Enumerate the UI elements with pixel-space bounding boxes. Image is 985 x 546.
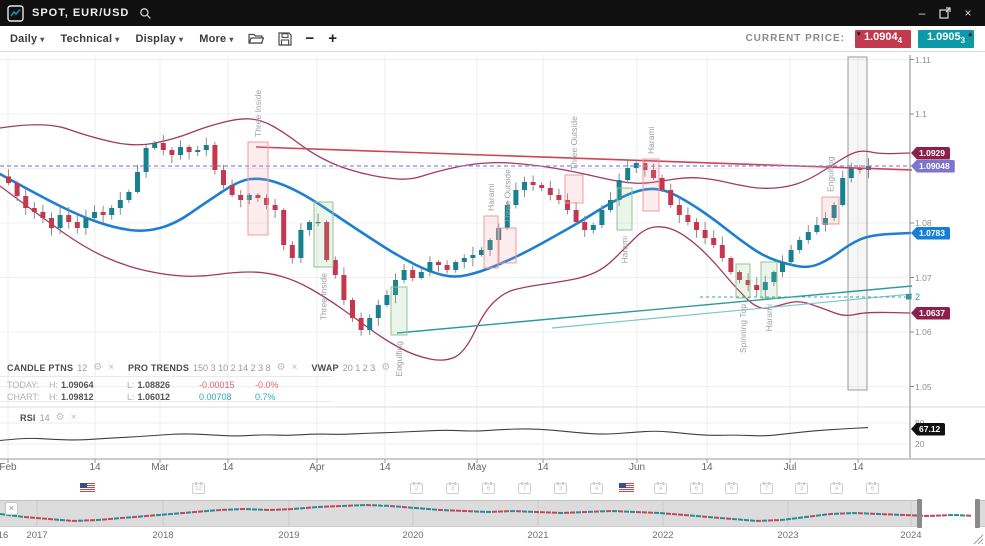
arrow-up-icon: ▴ <box>968 30 972 38</box>
zoom-in-button[interactable]: + <box>328 30 338 47</box>
navigator-close-button[interactable]: × <box>5 502 18 515</box>
arrow-down-icon: ▾ <box>857 30 861 38</box>
chevron-down-icon: ▾ <box>179 34 184 44</box>
navigator-left-handle[interactable] <box>917 499 922 528</box>
menu-daily[interactable]: Daily ▾ <box>10 32 45 45</box>
save-icon[interactable] <box>277 31 292 46</box>
chart-background[interactable] <box>0 52 985 546</box>
navigator-right-handle[interactable] <box>975 499 980 528</box>
popout-button[interactable] <box>939 7 951 19</box>
menu-technical[interactable]: Technical ▾ <box>60 32 120 45</box>
menu-more[interactable]: More ▾ <box>199 32 234 45</box>
search-icon[interactable] <box>139 7 152 20</box>
resize-grip[interactable] <box>972 533 984 545</box>
window-controls: – × <box>915 6 985 20</box>
toolbar: Daily ▾ Technical ▾ Display ▾ More ▾ − + CUR… <box>0 26 985 52</box>
window-title: SPOT, EUR/USD <box>32 7 130 19</box>
ask-price-button[interactable]: 1.09053 ▴ <box>918 29 974 48</box>
current-price-label: CURRENT PRICE: <box>745 33 845 44</box>
app-chart-icon <box>7 4 24 22</box>
menu-display[interactable]: Display ▾ <box>135 32 184 45</box>
close-button[interactable]: × <box>964 6 972 20</box>
title-bar: SPOT, EUR/USD – × <box>0 0 985 26</box>
navigator-track[interactable] <box>0 500 985 527</box>
bid-price-button[interactable]: ▾ 1.09044 <box>855 29 911 48</box>
open-folder-icon[interactable] <box>247 32 264 45</box>
navigator-selection[interactable] <box>920 500 977 527</box>
chevron-down-icon: ▾ <box>229 34 234 44</box>
minimize-button[interactable]: – <box>918 6 926 20</box>
current-price-panel: CURRENT PRICE: ▾ 1.09044 1.09053 ▴ <box>745 29 985 48</box>
chevron-down-icon: ▾ <box>40 34 45 44</box>
zoom-out-button[interactable]: − <box>305 30 315 47</box>
chevron-down-icon: ▾ <box>115 34 120 44</box>
